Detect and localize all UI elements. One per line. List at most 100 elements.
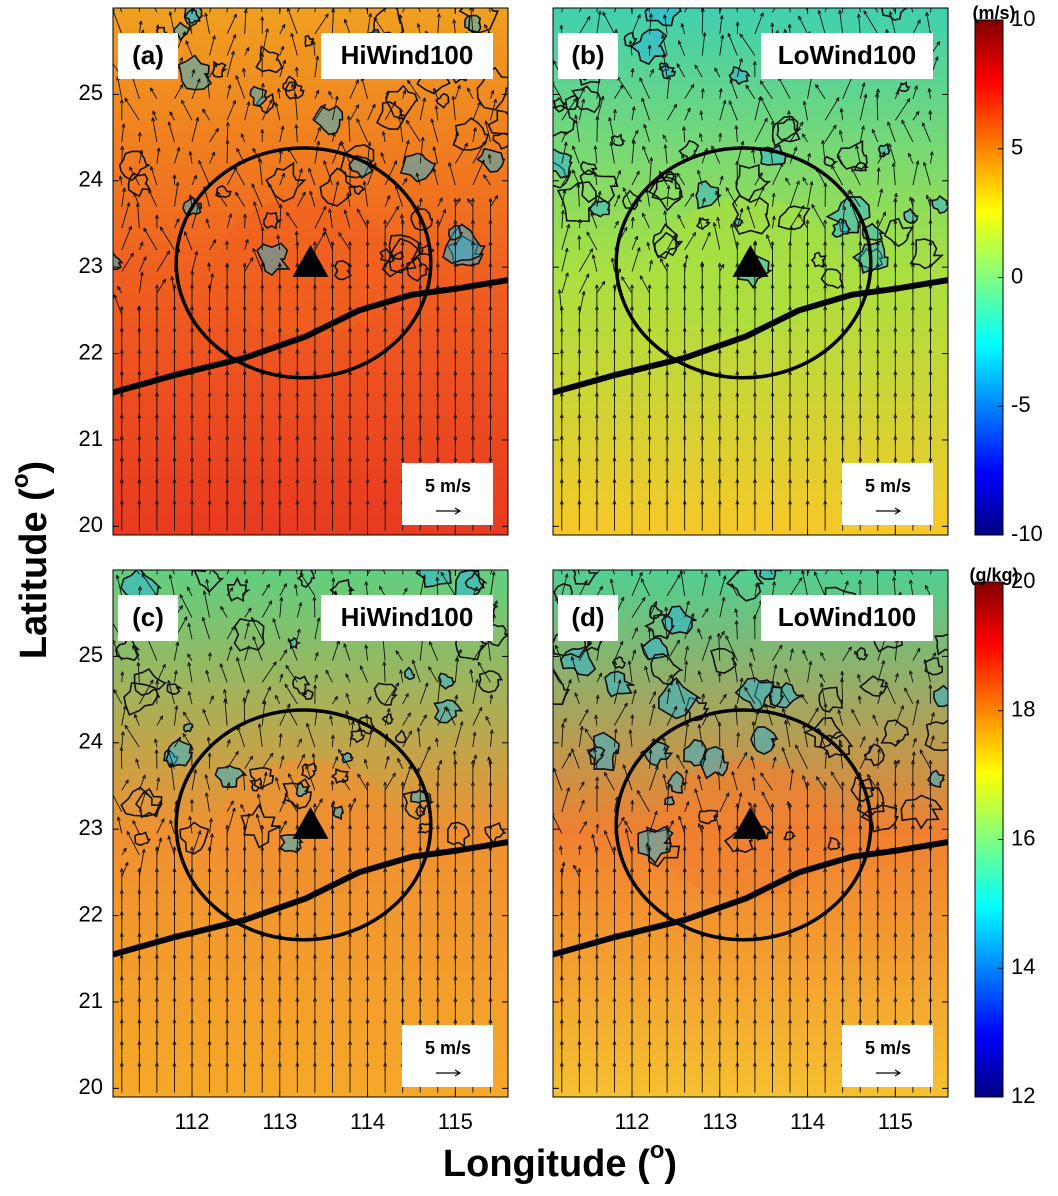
y-tick-label: 20 <box>79 512 103 537</box>
panel-title: LoWind100 <box>778 40 916 70</box>
wind-arrow-head <box>811 560 814 564</box>
x-axis-label: Longitude (o) <box>443 1137 677 1185</box>
reference-label: 5 m/s <box>865 1038 911 1058</box>
x-tick-label: 113 <box>262 1109 297 1134</box>
panel-label: (d) <box>571 602 604 632</box>
wind-arrow-head <box>246 552 249 556</box>
panel-title: LoWind100 <box>778 602 916 632</box>
map-panel <box>105 0 521 535</box>
y-tick-label: 23 <box>79 815 103 840</box>
wind-arrow-head <box>441 549 444 553</box>
wind-arrow-head <box>348 556 351 560</box>
wind-arrow <box>314 597 315 618</box>
wind-arrow-head <box>549 662 552 666</box>
wind-arrow-head <box>560 564 563 568</box>
wind-arrow-head <box>667 558 670 562</box>
reference-label: 5 m/s <box>865 476 911 496</box>
wind-arrow-head <box>266 562 269 566</box>
x-tick-label: 113 <box>702 1109 737 1134</box>
wind-arrow-head <box>404 1 407 5</box>
wind-arrow-head <box>127 554 130 558</box>
wind-arrow-head <box>319 547 322 551</box>
reference-label: 5 m/s <box>425 1038 471 1058</box>
wind-arrow-head <box>215 551 218 555</box>
wind-arrow <box>772 121 773 142</box>
x-tick-label: 112 <box>614 1109 649 1134</box>
x-tick-label: 115 <box>878 1109 913 1134</box>
colorbar-tick-label: 12 <box>1011 1083 1035 1108</box>
x-tick-label: 114 <box>350 1109 385 1134</box>
colorbar-unit: (m/s) <box>972 3 1015 23</box>
map-panel <box>537 0 949 535</box>
wind-arrow-head <box>876 561 879 565</box>
y-tick-label: 24 <box>79 729 103 754</box>
wind-arrow <box>122 146 123 163</box>
wind-arrow-head <box>328 561 331 565</box>
wind-arrow-head <box>158 550 161 554</box>
colorbar-tick-label: 5 <box>1011 135 1023 160</box>
wind-arrow-head <box>193 561 196 565</box>
wind-arrow-head <box>833 560 836 564</box>
wind-arrow-head <box>699 554 702 558</box>
colorbar-tick-label: -5 <box>1011 392 1031 417</box>
wind-arrow-head <box>300 0 303 4</box>
wind-arrow-head <box>198 0 201 2</box>
reference-label: 5 m/s <box>425 476 471 496</box>
panel-label: (b) <box>571 40 604 70</box>
contour <box>334 806 344 818</box>
wind-arrow-head <box>138 0 141 1</box>
wind-arrow-head <box>573 554 576 558</box>
wind-arrow-head <box>110 789 113 793</box>
panel-label: (c) <box>132 602 164 632</box>
wind-arrow-head <box>606 554 609 558</box>
wind-arrow-head <box>708 550 711 554</box>
wind-arrow-head <box>653 558 656 562</box>
wind-arrow-head <box>369 566 372 570</box>
wind-arrow-head <box>455 562 458 566</box>
wind-arrow-head <box>930 4 933 8</box>
y-axis-label: Latitude (o) <box>7 461 55 659</box>
contour <box>665 797 674 805</box>
y-tick-label: 25 <box>79 80 103 105</box>
wind-arrow-head <box>679 547 682 551</box>
x-tick-label: 114 <box>790 1109 825 1134</box>
wind-arrow-head <box>884 550 887 554</box>
wind-arrow-head <box>794 551 797 555</box>
colorbar-tick-label: 16 <box>1011 825 1035 850</box>
y-tick-label: 24 <box>79 167 103 192</box>
wind-arrow-head <box>670 0 673 2</box>
colorbar-tick-label: 18 <box>1011 697 1035 722</box>
wind-arrow-head <box>258 0 261 2</box>
wind-arrow-head <box>294 561 297 565</box>
y-tick-label: 21 <box>79 988 103 1013</box>
wind-arrow-head <box>700 0 703 2</box>
wind-arrow-head <box>607 550 610 554</box>
wind-arrow-head <box>835 553 838 557</box>
panel-title: HiWind100 <box>341 40 474 70</box>
wind-arrow-head <box>281 559 284 563</box>
wind-arrow-head <box>887 0 890 3</box>
colorbar-tick-label: -10 <box>1011 521 1043 546</box>
wind-arrow-head <box>453 2 456 6</box>
wind-arrow-head <box>629 553 632 557</box>
y-tick-label: 21 <box>79 426 103 451</box>
wind-arrow-head <box>768 565 771 569</box>
y-tick-label: 20 <box>79 1074 103 1099</box>
wind-arrow-head <box>108 56 111 60</box>
y-tick-label: 22 <box>79 901 103 926</box>
wind-arrow-head <box>486 0 489 4</box>
wind-arrow-head <box>378 558 381 562</box>
wind-arrow-head <box>907 565 910 569</box>
colorbar-tick-label: 14 <box>1011 954 1035 979</box>
wind-arrow-head <box>332 1 335 5</box>
colorbar-tick-label: 0 <box>1011 263 1023 288</box>
colorbar-tick-label: 20 <box>1011 568 1035 593</box>
wind-arrow-head <box>750 550 753 554</box>
wind-arrow-head <box>234 549 237 553</box>
y-tick-label: 22 <box>79 339 103 364</box>
wind-arrow-head <box>932 557 935 561</box>
wind-arrow-head <box>825 1 828 5</box>
wind-arrow-head <box>164 551 167 555</box>
wind-arrow-head <box>226 2 229 6</box>
